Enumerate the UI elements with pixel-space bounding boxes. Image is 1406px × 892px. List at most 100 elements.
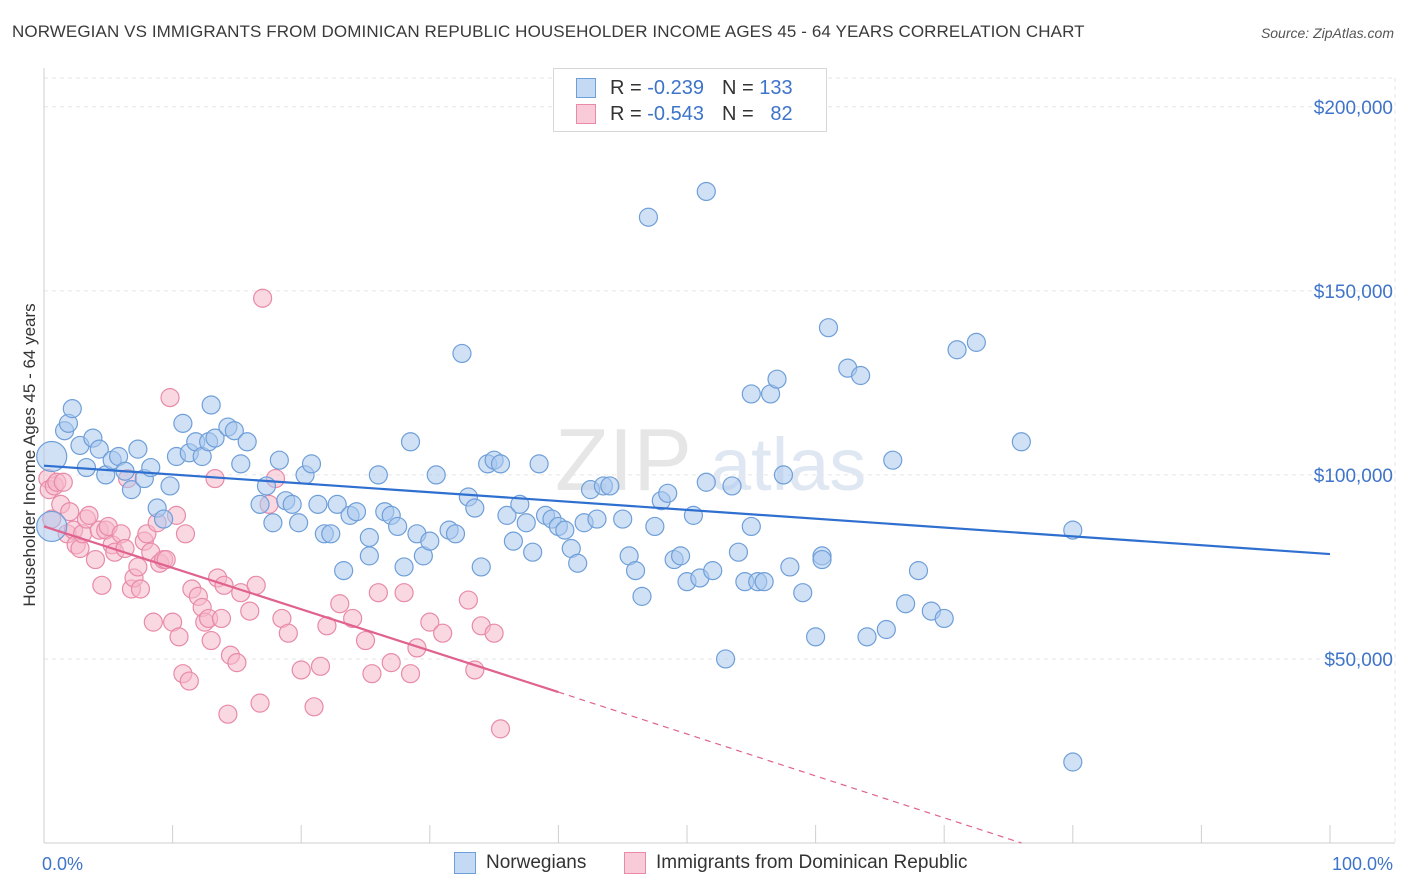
dominican-point bbox=[278, 623, 298, 643]
norwegian-point bbox=[201, 395, 221, 415]
dominican-trend-extension bbox=[558, 691, 1022, 844]
norwegian-point bbox=[1063, 752, 1083, 772]
norwegian-point bbox=[632, 586, 652, 606]
dominican-point bbox=[253, 288, 273, 308]
dominican-point bbox=[362, 664, 382, 684]
norwegian-point bbox=[805, 627, 826, 647]
legend-n-label: N = bbox=[721, 76, 754, 99]
norwegian-point bbox=[321, 524, 341, 544]
norwegian-point bbox=[289, 513, 309, 533]
y-tick-label: $50,000 bbox=[1324, 650, 1393, 671]
norwegian-point bbox=[728, 542, 749, 562]
norwegian-point bbox=[773, 465, 794, 485]
dominican-point bbox=[201, 630, 221, 651]
norwegian-point bbox=[876, 619, 896, 640]
legend-r-label: R = bbox=[610, 102, 642, 125]
legend-row-dominican: R = -0.543 N = 82 bbox=[576, 102, 793, 126]
norwegian-point bbox=[173, 413, 193, 433]
y-tick-label: $200,000 bbox=[1314, 98, 1393, 119]
norwegian-point bbox=[947, 340, 967, 360]
norwegian-point bbox=[1063, 520, 1083, 540]
norwegian-point bbox=[128, 439, 148, 459]
norwegian-point bbox=[568, 553, 588, 573]
norwegian-point bbox=[160, 476, 180, 496]
norwegian-point bbox=[510, 494, 530, 514]
legend-n-value: 82 bbox=[770, 102, 793, 125]
norwegian-point bbox=[741, 384, 761, 404]
norwegian-point bbox=[269, 450, 289, 470]
y-tick-label: $100,000 bbox=[1314, 466, 1393, 487]
norwegian-point bbox=[346, 502, 367, 522]
dominican-point bbox=[291, 660, 311, 680]
dominican-point bbox=[304, 697, 324, 717]
dominican-point bbox=[79, 505, 99, 525]
tick-labels: $200,000 $150,000 $100,000 $50,000 0.0% 100.0… bbox=[42, 98, 1393, 874]
norwegian-point bbox=[465, 498, 485, 518]
y-axis-label: Householder Income Ages 45 - 64 years bbox=[20, 303, 39, 606]
norwegian-point bbox=[426, 465, 446, 485]
norwegian-point bbox=[394, 557, 414, 577]
norwegian-point bbox=[857, 627, 877, 647]
legend-n-label: N = bbox=[721, 102, 754, 125]
dominican-point bbox=[240, 601, 260, 621]
norwegian-point bbox=[36, 510, 68, 543]
norwegian-point bbox=[516, 513, 536, 533]
norwegian-point bbox=[89, 439, 109, 459]
norwegian-point bbox=[696, 472, 716, 492]
norwegian-point bbox=[153, 509, 174, 529]
dominican-point bbox=[458, 590, 478, 610]
y-tick-label: $150,000 bbox=[1314, 282, 1393, 303]
x-tick-label: 100.0% bbox=[1332, 854, 1393, 874]
dominican-point bbox=[130, 579, 151, 599]
dominican-point bbox=[179, 671, 199, 691]
norwegian-point bbox=[722, 476, 742, 496]
legend-dominican: Immigrants from Dominican Republic bbox=[624, 852, 968, 874]
legend-label-dominican: Immigrants from Dominican Republic bbox=[656, 852, 968, 873]
dominican-point bbox=[160, 388, 180, 408]
norwegian-point bbox=[741, 516, 761, 537]
norwegian-point bbox=[658, 483, 678, 503]
dominican-point bbox=[128, 557, 148, 577]
x-tick-label: 0.0% bbox=[42, 854, 83, 874]
norwegian-point bbox=[327, 494, 347, 514]
dominican-point bbox=[484, 623, 504, 643]
dominican-point bbox=[85, 549, 106, 570]
norwegian-point bbox=[555, 520, 575, 540]
dominican-point bbox=[143, 612, 163, 632]
legend-r-value: -0.543 bbox=[647, 102, 704, 125]
norwegian-point bbox=[767, 369, 787, 389]
norwegian-point bbox=[638, 207, 659, 227]
correlation-legend: R = -0.239 N = 133 R = -0.543 N = 82 bbox=[553, 68, 827, 132]
legend-n-value: 133 bbox=[759, 76, 793, 99]
norwegian-point bbox=[497, 505, 517, 525]
dominican-point bbox=[169, 627, 189, 647]
norwegian-point bbox=[818, 318, 839, 338]
dominican-point bbox=[175, 524, 196, 544]
dominican-trend-line bbox=[43, 525, 559, 694]
dominican-point bbox=[433, 623, 453, 643]
dominican-point bbox=[330, 594, 350, 614]
norwegian-points bbox=[36, 181, 1083, 772]
norwegian-point bbox=[696, 181, 716, 202]
norwegian-point bbox=[282, 494, 302, 514]
norwegian-point bbox=[812, 549, 832, 570]
trend-lines bbox=[43, 464, 1331, 844]
source-credit: Source: ZipAtlas.com bbox=[1260, 25, 1394, 41]
norwegian-point bbox=[523, 542, 543, 562]
norwegian-point bbox=[445, 524, 466, 544]
norwegian-point bbox=[908, 561, 929, 581]
norwegian-point bbox=[237, 432, 257, 452]
norwegian-point bbox=[334, 561, 354, 581]
norwegian-point bbox=[121, 480, 142, 500]
norwegian-point bbox=[388, 516, 408, 537]
norwegian-point bbox=[703, 561, 723, 581]
norwegian-point bbox=[754, 572, 774, 592]
norwegian-point bbox=[503, 531, 523, 551]
dominican-point bbox=[218, 704, 238, 724]
norwegian-point bbox=[587, 509, 607, 529]
norwegian-point bbox=[715, 649, 736, 669]
norwegian-point bbox=[625, 561, 646, 581]
legend-r-value: -0.239 bbox=[647, 76, 704, 99]
norwegian-point bbox=[670, 546, 691, 566]
